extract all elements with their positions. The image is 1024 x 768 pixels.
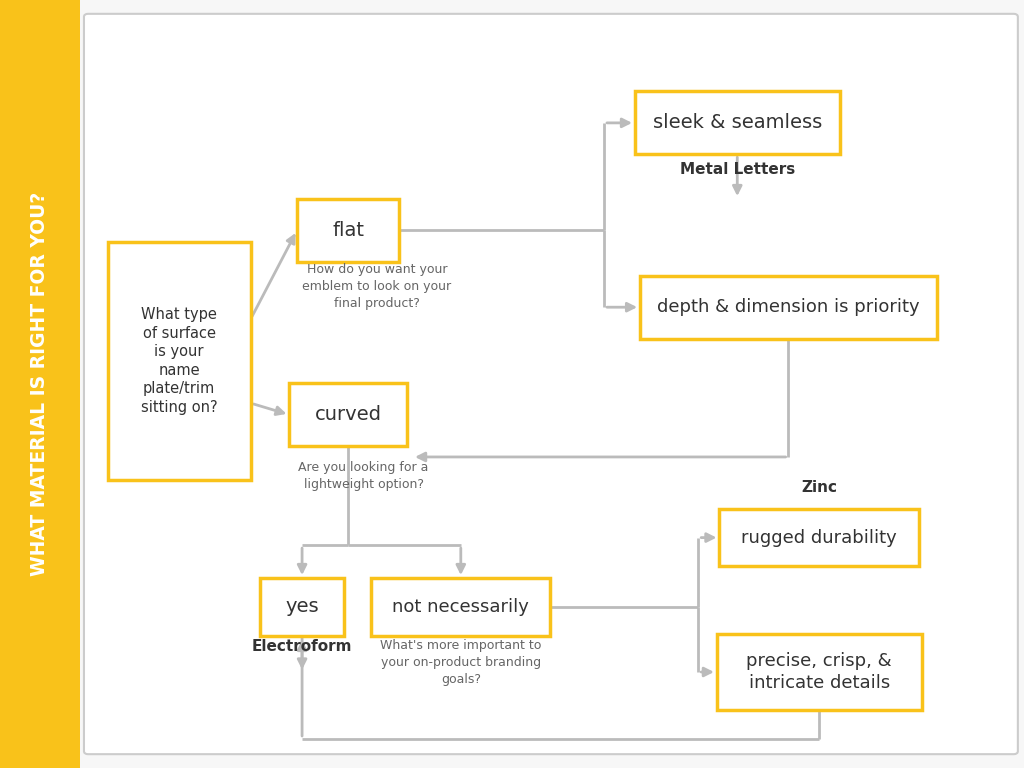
FancyBboxPatch shape <box>84 14 1018 754</box>
FancyBboxPatch shape <box>640 276 937 339</box>
Text: rugged durability: rugged durability <box>741 528 897 547</box>
FancyBboxPatch shape <box>717 634 922 710</box>
FancyBboxPatch shape <box>108 242 251 480</box>
Text: sleek & seamless: sleek & seamless <box>652 114 822 132</box>
FancyBboxPatch shape <box>297 199 399 262</box>
Text: What type
of surface
is your
name
plate/trim
sitting on?: What type of surface is your name plate/… <box>141 307 217 415</box>
Text: Zinc: Zinc <box>801 480 838 495</box>
Text: depth & dimension is priority: depth & dimension is priority <box>657 298 920 316</box>
FancyBboxPatch shape <box>260 578 344 636</box>
Text: flat: flat <box>332 221 365 240</box>
FancyBboxPatch shape <box>635 91 840 154</box>
Text: How do you want your
emblem to look on your
final product?: How do you want your emblem to look on y… <box>302 263 452 310</box>
Text: Are you looking for a
lightweight option?: Are you looking for a lightweight option… <box>298 461 429 491</box>
Text: Electroform: Electroform <box>252 639 352 654</box>
Bar <box>0 0 80 768</box>
Text: not necessarily: not necessarily <box>392 598 529 616</box>
Text: WHAT MATERIAL IS RIGHT FOR YOU?: WHAT MATERIAL IS RIGHT FOR YOU? <box>31 192 49 576</box>
FancyBboxPatch shape <box>719 508 920 567</box>
FancyBboxPatch shape <box>372 578 551 636</box>
Text: precise, crisp, &
intricate details: precise, crisp, & intricate details <box>746 652 892 692</box>
Text: What's more important to
your on-product branding
goals?: What's more important to your on-product… <box>380 639 542 687</box>
Text: curved: curved <box>314 406 382 424</box>
Text: Metal Letters: Metal Letters <box>680 162 795 177</box>
FancyBboxPatch shape <box>290 383 408 446</box>
Text: yes: yes <box>286 598 318 616</box>
